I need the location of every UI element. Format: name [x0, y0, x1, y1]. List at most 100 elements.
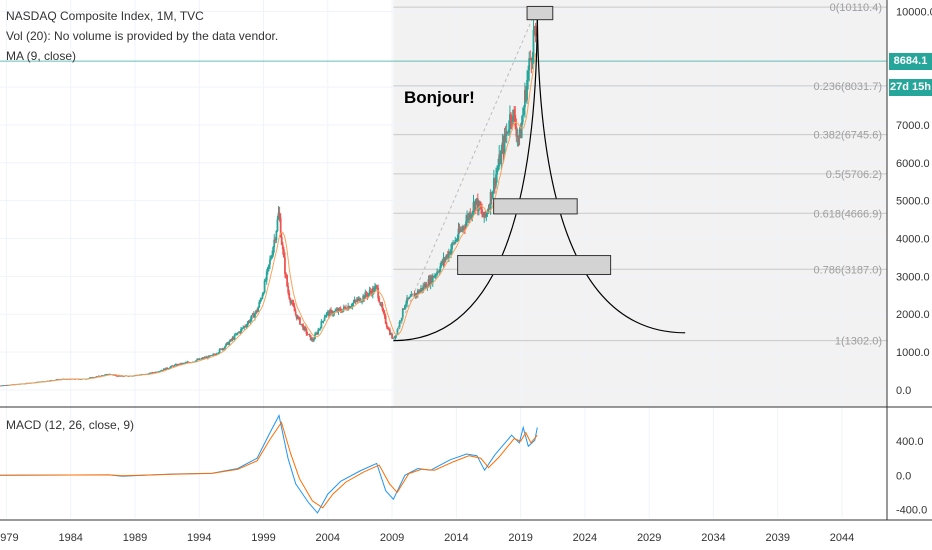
- fib-level-label: 0(10110.4): [830, 2, 882, 14]
- candle-body: [365, 292, 368, 295]
- candle-body: [522, 107, 525, 115]
- candle-body: [445, 254, 448, 258]
- candle-body: [55, 379, 58, 380]
- candle-body: [275, 230, 278, 241]
- candle-body: [374, 286, 376, 292]
- candle-body: [322, 320, 325, 322]
- candle-body: [519, 129, 522, 138]
- candle-body: [382, 309, 385, 313]
- candle-body: [360, 301, 362, 303]
- candle-body: [511, 120, 513, 122]
- candle-body: [468, 212, 471, 220]
- candle-body: [400, 317, 403, 322]
- candle-body: [198, 358, 201, 360]
- candle-body: [239, 331, 241, 333]
- y-tick-label: 7000.0: [896, 120, 930, 132]
- candle-body: [387, 329, 390, 331]
- candle-body: [425, 283, 428, 288]
- candle-body: [455, 240, 458, 241]
- candle-body: [385, 323, 388, 327]
- candle-body: [510, 114, 512, 121]
- fib-level-label: 0.786(3187.0): [814, 264, 883, 276]
- rectangle-drawing: [457, 255, 612, 275]
- candle-body: [497, 166, 500, 171]
- candle-body: [221, 348, 224, 350]
- candle-body: [409, 296, 412, 298]
- bar-countdown-tag: 27d 15h: [889, 79, 932, 96]
- candle-body: [259, 299, 262, 302]
- candle-body: [480, 207, 482, 210]
- candle-body: [502, 142, 505, 153]
- candle-body: [529, 58, 532, 59]
- candle-body: [504, 133, 507, 136]
- text-annotation: Bonjour!: [404, 88, 475, 107]
- candle-body: [160, 370, 163, 371]
- grid-lines: [0, 0, 887, 518]
- candle-body: [233, 334, 236, 340]
- candle-body: [515, 126, 518, 137]
- candle-body: [378, 298, 381, 303]
- candle-body: [89, 377, 91, 379]
- candle-body: [475, 198, 478, 200]
- candle-body: [278, 212, 281, 218]
- candle-body: [520, 122, 523, 138]
- candle-body: [394, 335, 397, 340]
- candle-body: [218, 349, 221, 353]
- candle-body: [288, 292, 291, 299]
- candle-body: [377, 287, 380, 299]
- candle-body: [329, 310, 331, 316]
- candle-body: [181, 363, 184, 365]
- candle-body: [432, 275, 435, 278]
- candle-body: [521, 114, 524, 123]
- candle-body: [421, 287, 423, 291]
- candle-body: [299, 317, 301, 325]
- candle-body: [175, 364, 178, 366]
- candle-body: [512, 109, 515, 122]
- x-tick-label: 1984: [58, 532, 82, 544]
- candle-body: [79, 379, 82, 381]
- candle-body: [224, 346, 226, 349]
- candle-body: [336, 309, 339, 312]
- candle-body: [174, 364, 177, 366]
- candle-body: [527, 70, 530, 81]
- candle-body: [3, 385, 6, 386]
- candle-body: [470, 214, 473, 218]
- candle-body: [107, 374, 110, 375]
- candle-body: [230, 339, 233, 341]
- candle-body: [404, 305, 406, 310]
- candle-body: [302, 324, 305, 330]
- candle-body: [307, 334, 310, 335]
- candle-body: [438, 271, 441, 273]
- candle-body: [240, 328, 242, 333]
- x-tick-label: 2034: [701, 532, 725, 544]
- candle-body: [122, 376, 125, 378]
- candle-body: [469, 212, 472, 218]
- candle-body: [451, 243, 453, 250]
- candle-body: [332, 313, 335, 315]
- candle-body: [364, 292, 367, 299]
- candle-body: [254, 313, 256, 318]
- candle-body: [419, 290, 421, 293]
- candle-body: [384, 315, 387, 324]
- x-tick-label: 2019: [508, 532, 532, 544]
- candle-body: [187, 361, 190, 363]
- y-tick-label: 4000.0: [896, 234, 930, 246]
- ma-legend: MA (9, close): [6, 49, 77, 63]
- candle-body: [265, 271, 268, 281]
- candle-body: [263, 280, 266, 293]
- candle-body: [164, 368, 166, 370]
- candle-body: [492, 178, 495, 192]
- candle-body: [350, 306, 353, 308]
- candle-body: [249, 319, 252, 323]
- candle-body: [355, 300, 358, 302]
- candle-body: [437, 271, 440, 273]
- candle-body: [383, 312, 386, 316]
- candle-body: [467, 215, 470, 220]
- candle-body: [396, 329, 399, 335]
- candle-body: [228, 341, 231, 345]
- candle-body: [430, 276, 433, 284]
- candle-body: [506, 131, 509, 133]
- candle-body: [165, 367, 167, 370]
- trend-line: [392, 6, 538, 341]
